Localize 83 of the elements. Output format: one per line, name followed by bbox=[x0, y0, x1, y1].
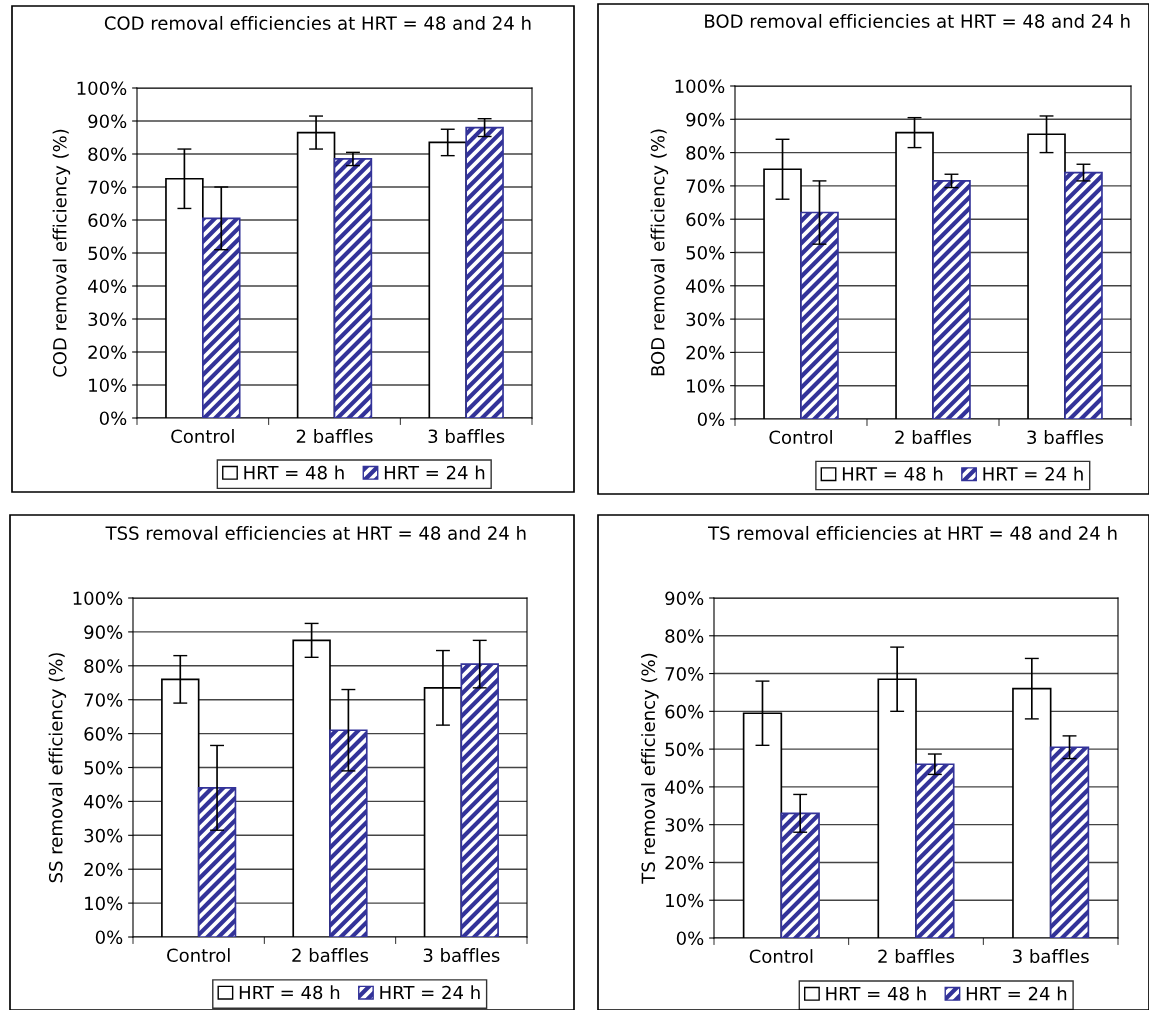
bar bbox=[201, 217, 241, 418]
y-tick-label: 30% bbox=[88, 312, 127, 327]
bar bbox=[800, 211, 839, 419]
y-tick-label: 80% bbox=[686, 146, 725, 160]
y-tick-label: 10% bbox=[85, 896, 123, 911]
y-tick-label: 10% bbox=[687, 379, 725, 393]
y-tick-label: 0% bbox=[697, 412, 725, 427]
y-tick-label: 90% bbox=[84, 625, 123, 640]
bar bbox=[460, 663, 499, 937]
y-tick-label: 50% bbox=[665, 742, 704, 757]
chart-title: TS removal efficiencies at HRT = 48 and 24 h bbox=[708, 525, 1117, 540]
y-axis-title: BOD removal efficiency (%) bbox=[650, 129, 669, 376]
legend-label: HRT = 24 h bbox=[966, 986, 1067, 1001]
y-tick-label: 70% bbox=[665, 667, 704, 681]
y-tick-label: 90% bbox=[88, 114, 127, 129]
bar bbox=[329, 729, 368, 937]
y-tick-label: 40% bbox=[686, 279, 725, 293]
legend-label: HRT = 48 h bbox=[842, 466, 943, 481]
y-tick-label: 50% bbox=[686, 245, 725, 260]
y-tick-label: 100% bbox=[73, 591, 123, 606]
y-tick-label: 60% bbox=[88, 213, 127, 228]
y-tick-label: 100% bbox=[675, 79, 725, 94]
y-axis-title: SS removal efficiency (%) bbox=[48, 653, 67, 883]
legend-label: HRT = 48 h bbox=[244, 465, 344, 480]
y-tick-label: 70% bbox=[686, 179, 725, 194]
x-tick-label: Control bbox=[749, 949, 813, 964]
y-tick-label: 20% bbox=[84, 862, 123, 877]
y-tick-label: 80% bbox=[84, 659, 123, 673]
y-tick-label: 20% bbox=[686, 345, 725, 360]
bar bbox=[1049, 746, 1090, 938]
y-tick-label: 100% bbox=[77, 81, 127, 96]
y-tick-label: 10% bbox=[666, 893, 704, 908]
legend-label: HRT = 48 h bbox=[239, 985, 340, 1000]
x-tick-label: 2 baffles bbox=[878, 949, 955, 964]
x-tick-label: Control bbox=[167, 948, 230, 963]
y-tick-label: 20% bbox=[665, 855, 704, 870]
legend-label: HRT = 24 h bbox=[380, 985, 480, 1000]
x-tick-label: Control bbox=[171, 429, 234, 444]
y-tick-label: 30% bbox=[686, 312, 725, 327]
y-tick-label: 0% bbox=[676, 931, 704, 946]
legend-label: HRT = 24 h bbox=[384, 465, 485, 480]
bar bbox=[197, 787, 237, 937]
y-tick-label: 0% bbox=[95, 930, 123, 945]
y-axis-title: COD removal efficiency (%) bbox=[52, 129, 71, 377]
y-tick-label: 40% bbox=[84, 794, 123, 809]
y-tick-label: 90% bbox=[686, 112, 725, 127]
x-tick-label: 3 baffles bbox=[1027, 430, 1104, 445]
x-tick-label: 3 baffles bbox=[428, 429, 505, 444]
y-tick-label: 30% bbox=[665, 818, 704, 832]
bar bbox=[333, 158, 373, 418]
chart-title: BOD removal efficiencies at HRT = 48 and 24 h bbox=[705, 13, 1130, 28]
y-tick-label: 60% bbox=[686, 212, 725, 227]
y-tick-label: 40% bbox=[88, 279, 127, 294]
y-tick-label: 30% bbox=[84, 828, 123, 843]
y-tick-label: 10% bbox=[89, 378, 127, 393]
x-tick-label: 3 baffles bbox=[1013, 949, 1089, 964]
y-tick-label: 70% bbox=[84, 693, 123, 707]
x-tick-label: 2 baffles bbox=[296, 429, 373, 444]
x-tick-label: 2 baffles bbox=[895, 430, 972, 445]
bar bbox=[915, 763, 955, 938]
chart-title: COD removal efficiencies at HRT = 48 and 24 h bbox=[104, 15, 531, 30]
x-tick-label: 3 baffles bbox=[423, 948, 500, 963]
y-tick-label: 80% bbox=[88, 147, 127, 162]
y-tick-label: 90% bbox=[665, 591, 704, 606]
y-tick-label: 50% bbox=[88, 246, 127, 261]
legend-label: HRT = 24 h bbox=[983, 466, 1083, 481]
y-tick-label: 60% bbox=[665, 704, 704, 719]
y-tick-label: 0% bbox=[99, 411, 127, 426]
legend-label: HRT = 48 h bbox=[826, 986, 926, 1001]
y-tick-label: 50% bbox=[84, 760, 123, 775]
y-tick-label: 70% bbox=[88, 180, 127, 195]
y-tick-label: 20% bbox=[88, 345, 127, 360]
y-tick-label: 60% bbox=[84, 727, 123, 741]
chart-title: TSS removal efficiencies at HRT = 48 and 24 h bbox=[105, 525, 526, 540]
bar bbox=[465, 126, 504, 418]
x-tick-label: Control bbox=[769, 430, 832, 445]
y-tick-label: 80% bbox=[665, 629, 704, 643]
bar bbox=[780, 812, 820, 938]
bar bbox=[1064, 171, 1103, 419]
bar bbox=[932, 180, 971, 419]
y-tick-label: 40% bbox=[665, 780, 704, 795]
x-tick-label: 2 baffles bbox=[292, 948, 369, 963]
y-axis-title: TS removal efficiency (%) bbox=[641, 653, 659, 884]
